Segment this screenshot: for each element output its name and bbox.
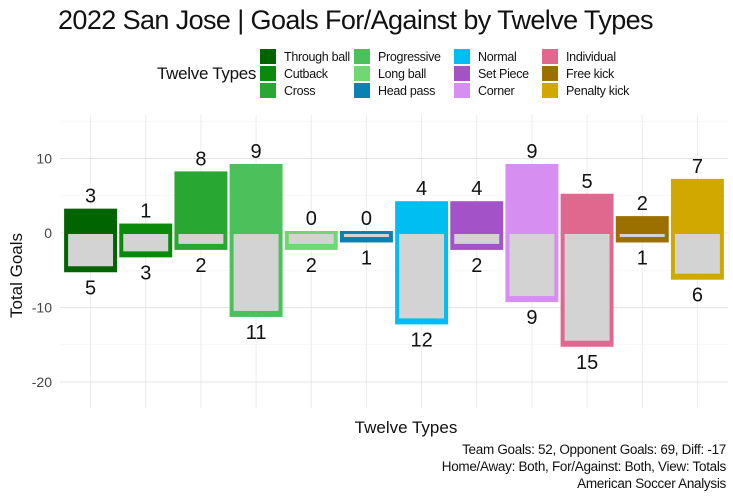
legend-swatch	[260, 83, 276, 98]
legend-swatch	[260, 49, 276, 64]
against-label: 2	[306, 255, 317, 277]
legend-swatch	[354, 49, 370, 64]
caption-line-3: American Soccer Analysis	[577, 476, 726, 491]
x-axis-label: Twelve Types	[355, 418, 458, 437]
against-bar	[233, 234, 279, 311]
against-label: 6	[692, 285, 703, 307]
for-label: 9	[251, 141, 262, 163]
against-bar	[399, 234, 445, 319]
legend-swatch	[354, 83, 370, 98]
bar-free-kick	[615, 216, 669, 243]
legend-swatch	[454, 66, 470, 81]
against-bar	[68, 234, 114, 267]
for-label: 0	[306, 208, 317, 230]
for-label: 1	[140, 201, 151, 223]
against-label: 2	[471, 255, 482, 277]
legend-item: Through ball	[260, 48, 350, 65]
against-label: 2	[195, 255, 206, 277]
for-label: 8	[195, 148, 206, 170]
for-label: 5	[582, 171, 593, 193]
against-label: 1	[361, 247, 372, 269]
legend-swatch	[454, 49, 470, 64]
against-label: 1	[637, 247, 648, 269]
legend-item: Cross	[260, 82, 315, 99]
caption-line-2: Home/Away: Both, For/Against: Both, View…	[441, 459, 727, 474]
against-bar	[343, 234, 389, 237]
legend-label: Free kick	[566, 66, 615, 81]
legend-label: Corner	[478, 83, 515, 98]
against-bar	[178, 234, 224, 244]
legend-swatch	[354, 66, 370, 81]
legend-item: Normal	[454, 48, 517, 65]
against-label: 3	[140, 262, 151, 284]
legend-label: Head pass	[378, 83, 436, 98]
legend-item: Progressive	[354, 48, 441, 65]
legend-swatch	[542, 83, 558, 98]
legend-label: Penalty kick	[566, 83, 630, 98]
against-label: 12	[410, 329, 432, 351]
legend-label: Long ball	[378, 66, 427, 81]
chart-title: 2022 San Jose | Goals For/Against by Twe…	[58, 5, 654, 35]
for-label: 2	[637, 193, 648, 215]
against-bar	[674, 234, 720, 274]
legend-label: Cutback	[284, 66, 328, 81]
legend: Through ball Cutback Cross Progressive Long …	[260, 48, 640, 100]
against-bar	[619, 234, 665, 237]
for-label: 4	[416, 178, 427, 200]
against-label: 9	[526, 307, 537, 329]
legend-item: Corner	[454, 82, 515, 99]
against-bar	[509, 234, 555, 297]
legend-label: Cross	[284, 83, 316, 98]
legend-title: Twelve Types	[157, 64, 257, 83]
legend-label: Individual	[566, 49, 616, 64]
legend-item: Individual	[542, 48, 616, 65]
legend-item: Long ball	[354, 65, 426, 82]
against-bar	[564, 234, 610, 341]
legend-item: Head pass	[354, 82, 435, 99]
for-label: 3	[85, 186, 96, 208]
against-label: 11	[246, 322, 267, 344]
against-label: 5	[85, 277, 96, 299]
legend-item: Free kick	[542, 65, 614, 82]
legend-label: Progressive	[378, 49, 441, 64]
against-bar	[454, 234, 500, 244]
y-tick-label: -20	[32, 374, 52, 390]
legend-label: Normal	[478, 49, 517, 64]
against-bar	[288, 234, 334, 244]
against-label: 15	[576, 352, 598, 374]
y-tick-label: -10	[32, 300, 52, 316]
for-label: 7	[692, 156, 703, 178]
legend-item: Cutback	[260, 65, 328, 82]
legend-label: Set Piece	[478, 66, 529, 81]
legend-swatch	[454, 83, 470, 98]
legend-item: Set Piece	[454, 65, 529, 82]
legend-item: Penalty kick	[542, 82, 629, 99]
legend-swatch	[542, 66, 558, 81]
legend-swatch	[542, 49, 558, 64]
for-label: 9	[526, 141, 537, 163]
for-label: 4	[471, 178, 482, 200]
legend-swatch	[260, 66, 276, 81]
caption-line-1: Team Goals: 52, Opponent Goals: 69, Diff…	[462, 442, 726, 457]
y-axis-label: Total Goals	[7, 233, 26, 318]
legend-label: Through ball	[284, 49, 350, 64]
for-label: 0	[361, 208, 372, 230]
against-bar	[123, 234, 169, 252]
y-tick-label: 0	[44, 225, 52, 241]
y-tick-label: 10	[36, 151, 52, 167]
